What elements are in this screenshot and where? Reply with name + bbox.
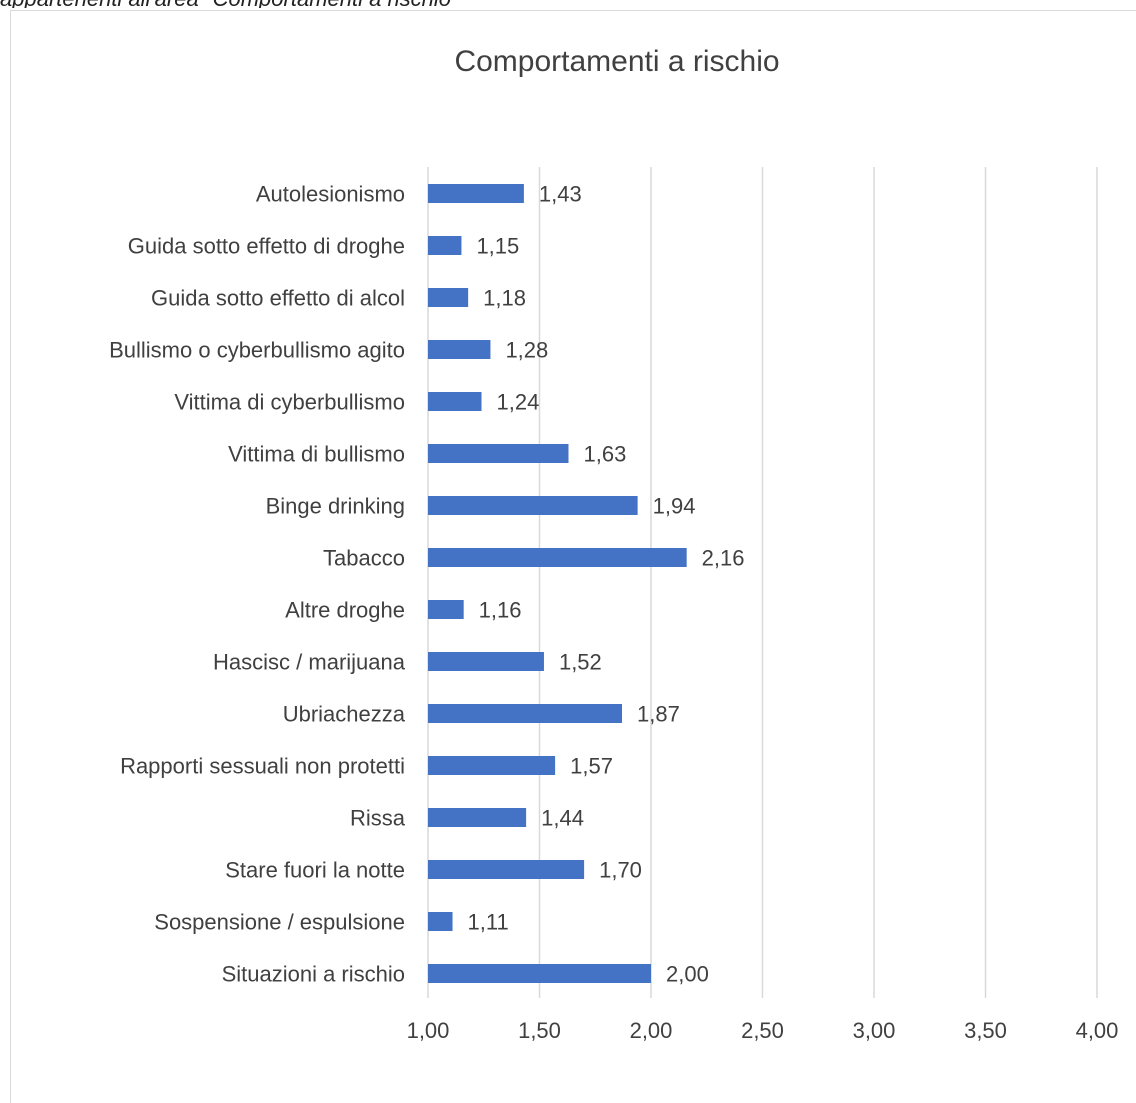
x-tick-label: 2,50 — [741, 1018, 784, 1043]
data-label: 1,43 — [539, 182, 582, 207]
data-label: 1,70 — [599, 858, 642, 883]
data-label: 1,52 — [559, 650, 602, 675]
category-label: Vittima di cyberbullismo — [174, 390, 405, 415]
category-label: Altre droghe — [285, 598, 405, 623]
data-label: 1,87 — [637, 702, 680, 727]
x-tick-label: 2,00 — [630, 1018, 673, 1043]
bar — [428, 496, 638, 515]
data-label: 1,11 — [468, 910, 509, 935]
category-label: Ubriachezza — [283, 702, 406, 727]
category-label: Hascisc / marijuana — [213, 650, 406, 675]
data-label: 1,16 — [479, 598, 522, 623]
bar — [428, 184, 524, 203]
chart-title: Comportamenti a rischio — [454, 45, 779, 78]
x-tick-label: 3,00 — [853, 1018, 896, 1043]
bar — [428, 600, 464, 619]
data-labels: 1,43 1,15 1,18 1,28 1,24 1,63 1,94 2,16 1,16 1,52… — [468, 182, 745, 987]
x-tick-label: 1,50 — [518, 1018, 561, 1043]
bar — [428, 548, 687, 567]
data-label: 1,57 — [570, 754, 613, 779]
category-label: Bullismo o cyberbullismo agito — [109, 338, 405, 363]
bar — [428, 392, 482, 411]
x-axis-ticks: 1,00 1,50 2,00 2,50 3,00 3,50 4,00 — [407, 1018, 1119, 1043]
category-label: Sospensione / espulsione — [154, 910, 405, 935]
category-labels: Autolesionismo Guida sotto effetto di dro… — [109, 182, 406, 987]
category-label: Situazioni a rischio — [222, 962, 405, 987]
data-label: 2,00 — [666, 962, 709, 987]
x-tick-label: 1,00 — [407, 1018, 450, 1043]
category-label: Guida sotto effetto di droghe — [128, 234, 405, 259]
category-label: Stare fuori la notte — [225, 858, 405, 883]
category-label: Guida sotto effetto di alcol — [151, 286, 405, 311]
data-label: 1,18 — [483, 286, 526, 311]
bar — [428, 808, 527, 827]
data-label: 1,24 — [497, 390, 540, 415]
data-label: 1,94 — [653, 494, 696, 519]
data-label: 1,63 — [583, 442, 626, 467]
category-label: Tabacco — [323, 546, 405, 571]
bar — [428, 860, 585, 879]
x-tick-label: 4,00 — [1076, 1018, 1119, 1043]
category-label: Rapporti sessuali non protetti — [120, 754, 405, 779]
bar — [428, 912, 453, 931]
bar — [428, 444, 569, 463]
bar — [428, 340, 491, 359]
bar — [428, 964, 651, 983]
data-label: 1,15 — [476, 234, 519, 259]
bar — [428, 288, 469, 307]
x-tick-label: 3,50 — [964, 1018, 1007, 1043]
data-label: 2,16 — [702, 546, 745, 571]
bar — [428, 704, 623, 723]
bar — [428, 756, 556, 775]
data-label: 1,44 — [541, 806, 584, 831]
figure-caption: appartenenti all'area "Comportamenti a r… — [0, 0, 1136, 8]
category-label: Autolesionismo — [256, 182, 405, 207]
bars — [428, 184, 687, 983]
data-label: 1,28 — [505, 338, 548, 363]
category-label: Binge drinking — [266, 494, 405, 519]
bar — [428, 652, 544, 671]
bar — [428, 236, 462, 255]
category-label: Vittima di bullismo — [228, 442, 405, 467]
category-label: Rissa — [350, 806, 406, 831]
